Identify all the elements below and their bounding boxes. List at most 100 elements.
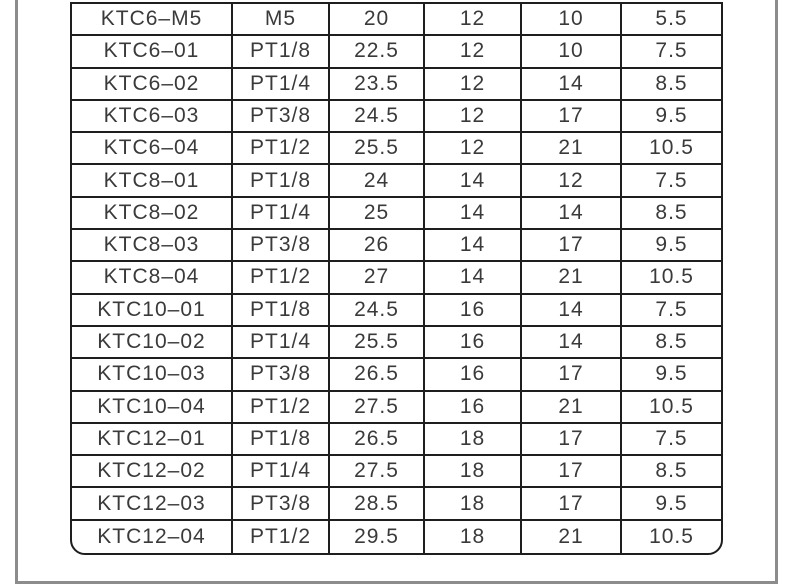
- table-cell: 14: [522, 197, 622, 231]
- table-cell: PT1/4: [233, 326, 330, 360]
- model-cell: KTC6–01: [72, 36, 233, 69]
- table-cell: 10.5: [622, 262, 721, 295]
- table-cell: PT3/8: [233, 359, 330, 392]
- table-cell: PT1/2: [233, 391, 330, 424]
- table-cell: 8.5: [622, 69, 721, 101]
- model-cell: KTC12–03: [72, 488, 233, 521]
- model-cell: KTC8–02: [72, 197, 233, 231]
- table-cell: 17: [522, 488, 622, 521]
- table-cell: PT1/2: [233, 262, 330, 295]
- model-cell: KTC10–03: [72, 359, 233, 392]
- table-cell: 9.5: [622, 230, 721, 263]
- table-cell: 14: [522, 294, 622, 327]
- table-cell: 21: [522, 262, 622, 295]
- model-cell: KTC6–04: [72, 133, 233, 166]
- table-cell: 10.5: [649, 524, 694, 548]
- table-cell: 25: [330, 197, 425, 231]
- model-cell: KTC8–01: [72, 165, 233, 198]
- table-cell: 14: [522, 68, 622, 101]
- table-cell: PT1/8: [233, 36, 330, 69]
- table-cell: 14: [522, 326, 622, 360]
- table-cell: 7.5: [622, 295, 721, 327]
- table-cell: 12: [425, 68, 522, 101]
- model-cell: KTC12–02: [72, 456, 233, 489]
- table-cell: 12: [425, 36, 522, 69]
- model-cell: KTC12–04: [72, 520, 233, 553]
- table-cell: 27.5: [330, 391, 425, 424]
- table-cell: M5: [233, 4, 330, 37]
- table-cell: 21: [522, 520, 622, 553]
- table-cell: 10: [522, 4, 622, 37]
- table-cell: 27.5: [330, 456, 425, 489]
- table-cell: PT1/8: [233, 165, 330, 198]
- table-cell: 21: [522, 391, 622, 424]
- table-cell: 10.5: [622, 392, 721, 424]
- table-cell: 12: [425, 100, 522, 134]
- table-cell: 24: [330, 165, 425, 198]
- model-cell: KTC6–03: [72, 100, 233, 134]
- table-cell: 8.5: [622, 456, 721, 489]
- table-cell: 14: [425, 165, 522, 198]
- table-cell: 17: [522, 359, 622, 392]
- table-cell: 12: [425, 133, 522, 166]
- model-cell: KTC12–01: [72, 423, 233, 457]
- table-cell: 24.5: [330, 294, 425, 327]
- table-cell: 18: [425, 488, 522, 521]
- model-cell: KTC10–01: [72, 294, 233, 327]
- model-cell: KTC6–M5: [72, 4, 233, 37]
- table-cell: 12: [425, 4, 522, 37]
- table-cell: PT1/4: [233, 68, 330, 101]
- spec-table-body: KTC6–M5 M5 20 12 10 5.5 KTC6–01 PT1/8 22.5 12 10 7.…: [72, 4, 721, 553]
- table-cell: 12: [522, 165, 622, 198]
- table-cell: 28.5: [330, 488, 425, 521]
- table-cell: 17: [522, 423, 622, 457]
- spec-table: KTC6–M5 M5 20 12 10 5.5 KTC6–01 PT1/8 22.5 12 10 7.…: [70, 2, 723, 555]
- table-cell: 10: [522, 36, 622, 69]
- table-cell: 16: [425, 326, 522, 360]
- table-cell: 14: [425, 197, 522, 231]
- table-cell: PT1/8: [233, 423, 330, 457]
- table-cell: 16: [425, 391, 522, 424]
- table-cell: PT1/2: [233, 520, 330, 553]
- table-cell: 22.5: [330, 36, 425, 69]
- table-cell: 26.5: [330, 423, 425, 457]
- table-cell: PT1/8: [233, 294, 330, 327]
- table-cell: 29.5: [330, 520, 425, 553]
- model-cell: KTC10–04: [72, 391, 233, 424]
- table-cell: 23.5: [330, 68, 425, 101]
- table-cell: PT1/2: [233, 133, 330, 166]
- table-cell: 9.5: [622, 101, 721, 134]
- table-cell: 18: [425, 520, 522, 553]
- table-cell: 17: [522, 230, 622, 263]
- table-cell: 7.5: [622, 424, 721, 457]
- table-cell: 7.5: [622, 36, 721, 69]
- table-cell: 24.5: [330, 100, 425, 134]
- table-cell: 17: [522, 100, 622, 134]
- table-cell: 20: [330, 4, 425, 37]
- table-cell: 21: [522, 133, 622, 166]
- table-cell: 26: [330, 230, 425, 263]
- table-cell: PT1/4: [233, 456, 330, 489]
- table-cell: 8.5: [622, 198, 721, 231]
- table-cell: 5.5: [622, 4, 721, 37]
- table-cell: 25.5: [330, 133, 425, 166]
- table-cell: 17: [522, 456, 622, 489]
- table-cell: 27: [330, 262, 425, 295]
- table-cell: PT3/8: [233, 230, 330, 263]
- table-cell: 18: [425, 423, 522, 457]
- table-cell: 9.5: [622, 359, 721, 392]
- table-cell: 14: [425, 262, 522, 295]
- table-cell: PT3/8: [233, 488, 330, 521]
- model-cell: KTC10–02: [72, 326, 233, 360]
- model-cell: KTC8–04: [72, 262, 233, 295]
- table-cell: PT1/4: [233, 197, 330, 231]
- table-cell: 8.5: [622, 327, 721, 360]
- table-cell: 16: [425, 294, 522, 327]
- table-cell: 18: [425, 456, 522, 489]
- table-cell: 9.5: [622, 488, 721, 521]
- model-cell: KTC6–02: [72, 68, 233, 101]
- table-cell: 25.5: [330, 326, 425, 360]
- table-cell: 16: [425, 359, 522, 392]
- table-cell: PT3/8: [233, 100, 330, 134]
- model-cell: KTC8–03: [72, 230, 233, 263]
